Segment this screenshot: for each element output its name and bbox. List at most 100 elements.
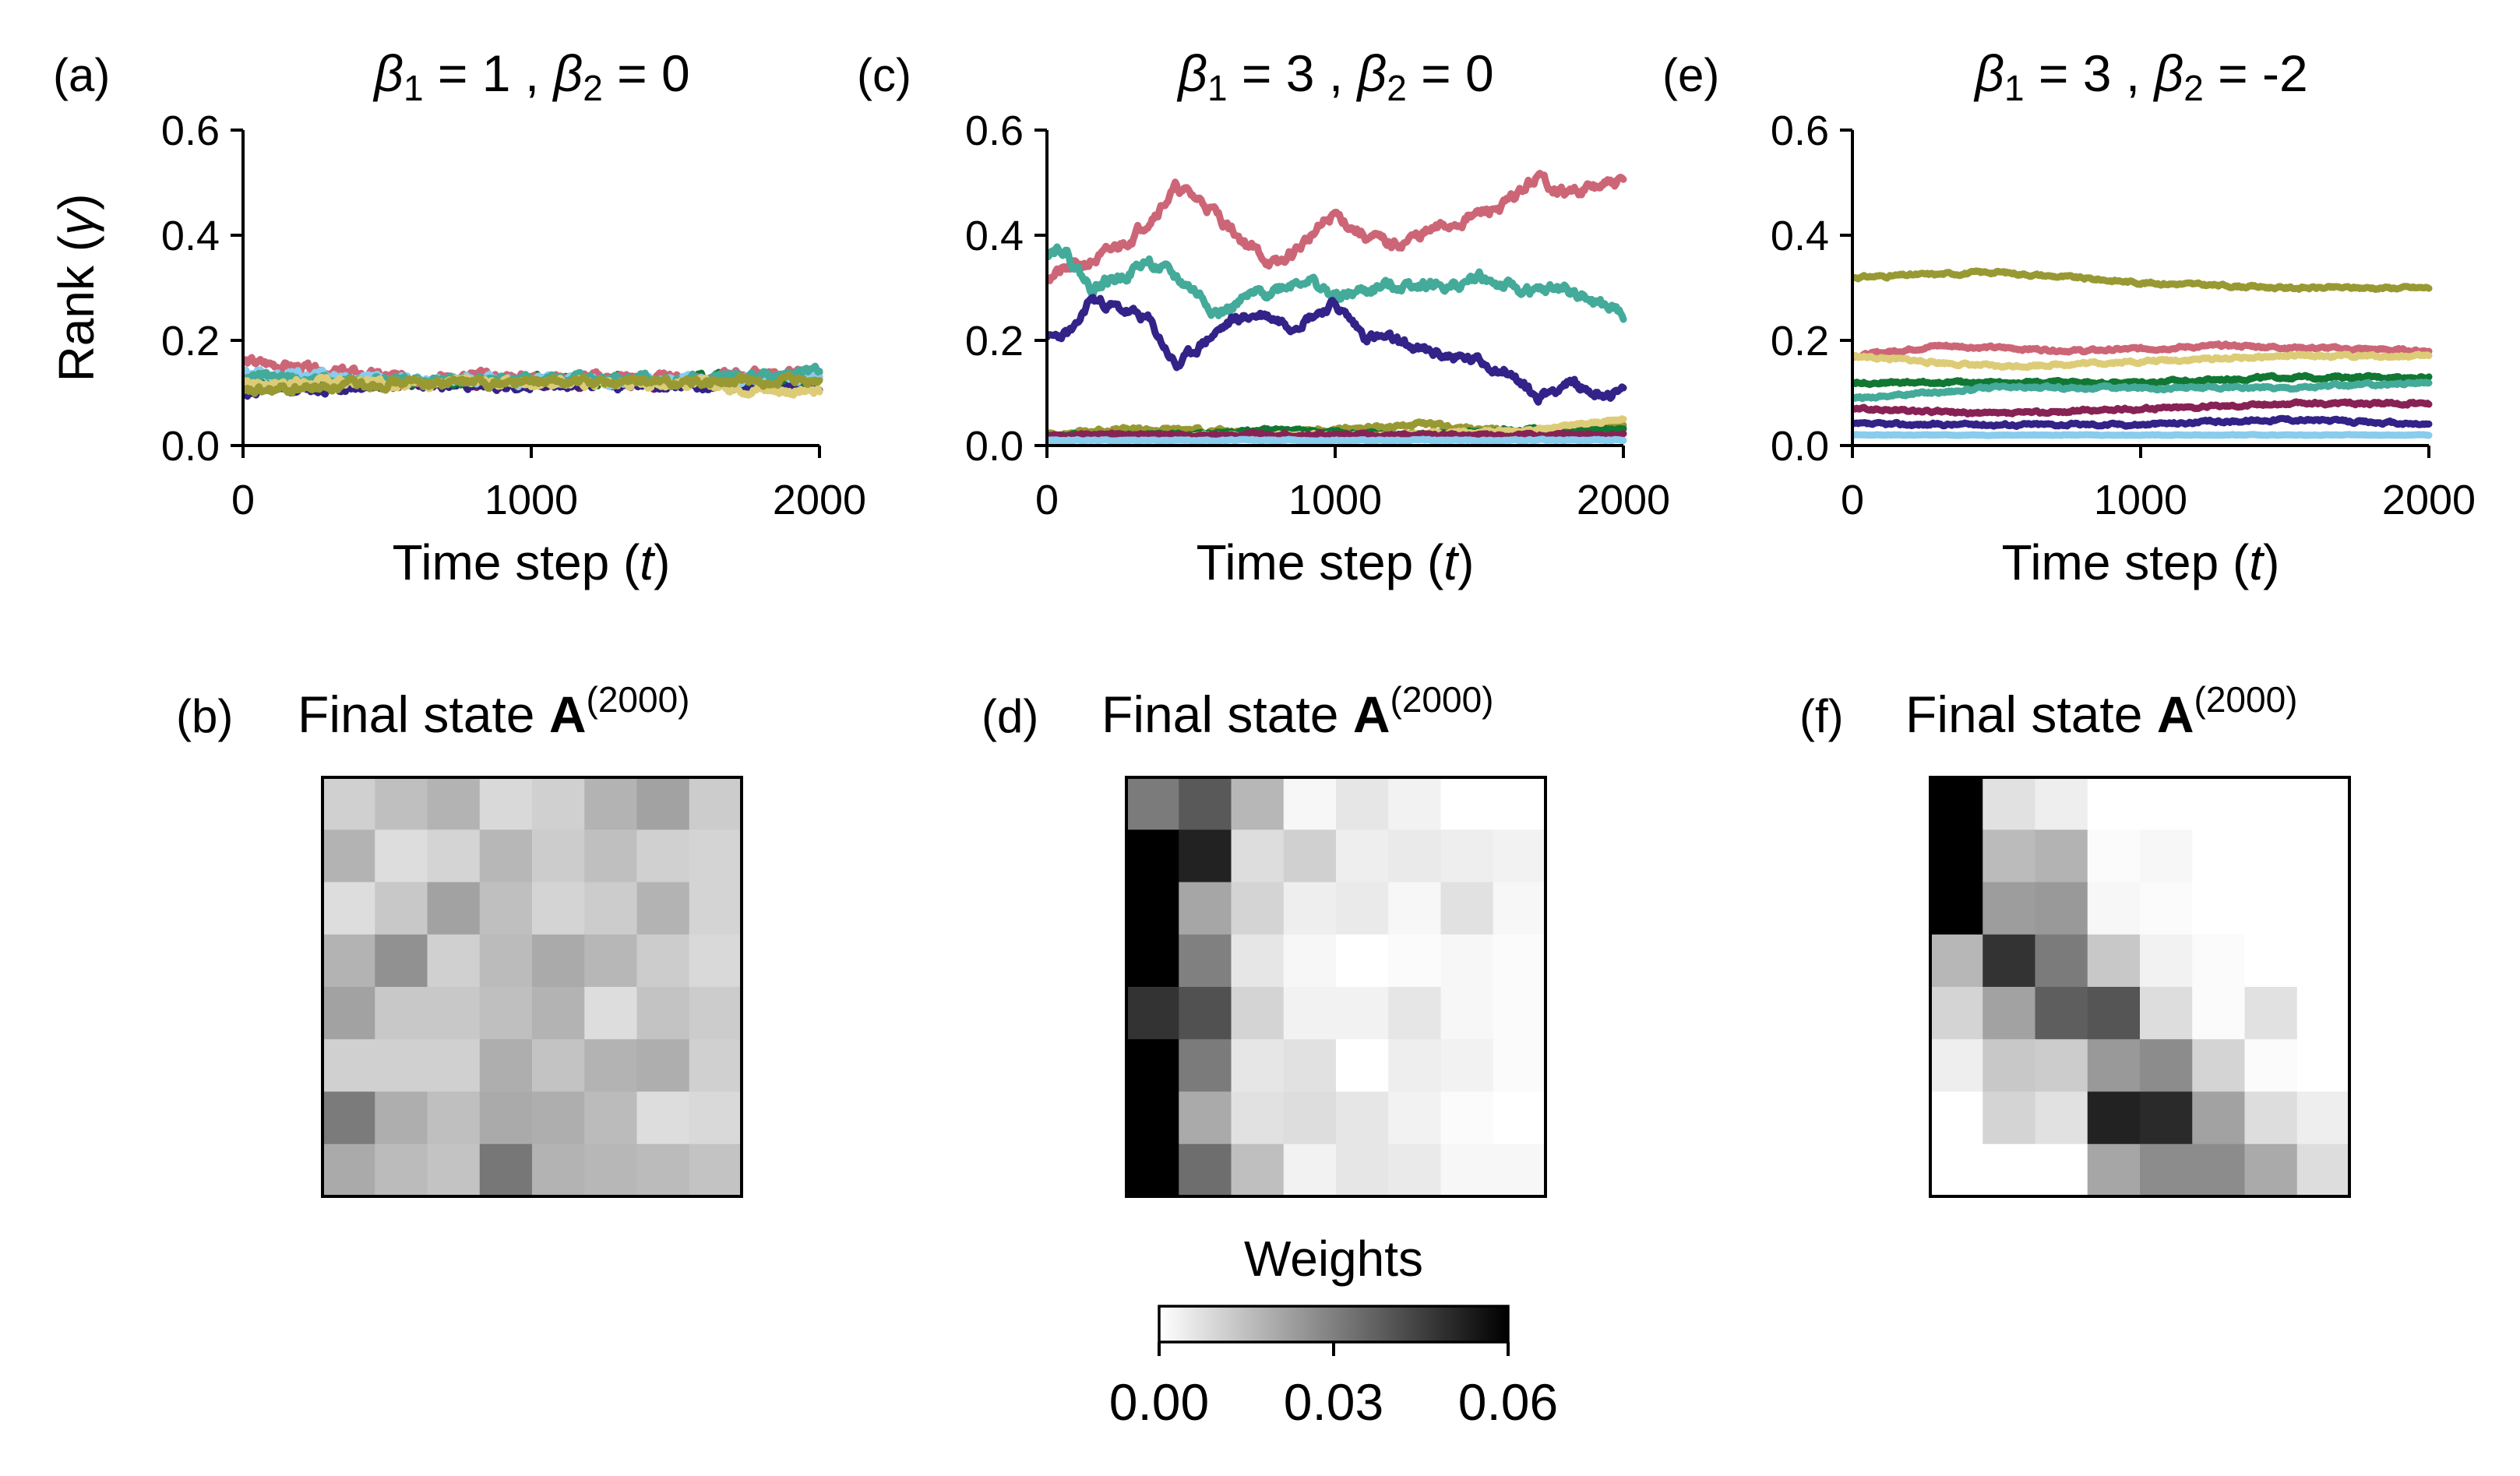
heatmap-cell — [1930, 1143, 1983, 1197]
x-tick-label: 2000 — [1577, 477, 1670, 523]
heatmap-cell — [1440, 987, 1494, 1040]
title-superscript: (2000) — [2194, 679, 2298, 720]
title-text: = 0 — [1407, 44, 1494, 102]
y-tick-label: 0.0 — [965, 423, 1024, 470]
heatmap-cell — [322, 830, 375, 883]
line-panel: 0 1000 2000 0.0 0.2 0.4 0.6 (e) — [1662, 49, 2476, 523]
heatmap-cell — [1126, 1039, 1179, 1093]
heatmap-cell — [2035, 777, 2088, 830]
heatmap-cell — [2244, 1039, 2298, 1093]
title-subscript: 2 — [1387, 68, 1407, 108]
heatmap-cell — [1493, 777, 1546, 830]
heatmap-cell — [1336, 1143, 1389, 1197]
heatmap-cell — [584, 882, 638, 935]
x-tick-label: 0 — [231, 477, 255, 523]
heatmap-cell — [1930, 934, 1983, 988]
heatmap-cell — [2296, 830, 2350, 883]
heatmap-cell — [1440, 1039, 1494, 1093]
heatmap-cell — [2140, 882, 2193, 935]
heatmap-cell — [375, 934, 428, 988]
colorbar-tick-label: 0.00 — [1109, 1373, 1209, 1431]
heatmap-cell — [2035, 882, 2088, 935]
heatmap-cell — [2140, 777, 2193, 830]
heatmap-cell — [1440, 777, 1494, 830]
heatmap-cell — [1440, 882, 1494, 935]
heatmap-cell — [1930, 882, 1983, 935]
heatmap-cell — [479, 777, 533, 830]
series-line-2 — [1852, 340, 2433, 361]
heatmap-cell — [2296, 987, 2350, 1040]
heatmap-cell — [636, 830, 690, 883]
title-text: = -2 — [2204, 44, 2308, 102]
panel-label: (e) — [1662, 49, 1719, 101]
heatmap-cell — [427, 934, 481, 988]
heatmap-cell — [2192, 777, 2246, 830]
heatmap-cell — [1930, 1039, 1983, 1093]
heatmap-cell — [636, 882, 690, 935]
x-tick-label: 1000 — [485, 477, 578, 523]
heatmap-cell — [636, 1143, 690, 1197]
heatmap-cell — [375, 1091, 428, 1145]
colorbar-ticks: 0.00 0.03 0.06 — [1109, 1342, 1558, 1431]
heatmap-cell — [2244, 777, 2298, 830]
heatmap-panel: (f) — [1799, 690, 2351, 1198]
heatmap-cell — [479, 1143, 533, 1197]
title-subscript: 2 — [2183, 68, 2204, 108]
heatmap-title: Final state A(2000) — [298, 679, 689, 743]
heatmap-cell — [1983, 1143, 2036, 1197]
series-line-7 — [1852, 414, 2433, 430]
heatmap-cell — [584, 1143, 638, 1197]
heatmap-cell — [2140, 830, 2193, 883]
heatmap-cell — [1126, 934, 1179, 988]
heatmap-cell — [1983, 882, 2036, 935]
x-tick-label: 1000 — [1288, 477, 1382, 523]
heatmap-cell — [2192, 1039, 2246, 1093]
heatmap-cell — [1283, 1039, 1337, 1093]
heatmap-cell — [1440, 934, 1494, 988]
y-tick-label: 0.0 — [1771, 423, 1829, 470]
x-axis-label-text: Time step ( — [1197, 534, 1444, 590]
x-tick-label: 2000 — [773, 477, 866, 523]
y-tick-label: 0.4 — [1771, 213, 1829, 259]
heatmap-cell — [1493, 1143, 1546, 1197]
y-tick-label: 0.2 — [1771, 318, 1829, 365]
heatmap-cell — [322, 882, 375, 935]
heatmap-cell — [1179, 934, 1232, 988]
heatmap-cell — [689, 1091, 742, 1145]
heatmap-title: Final state A(2000) — [1101, 679, 1493, 743]
series-line-8 — [1852, 431, 2433, 439]
heatmap-cell — [1336, 830, 1389, 883]
title-beta: β — [372, 44, 404, 102]
heatmap-frame — [1929, 776, 2351, 1198]
x-axis-label-text: Time step ( — [2002, 534, 2250, 590]
x-axis-label-text: ) — [1457, 534, 1474, 590]
heatmap-cell — [1388, 1039, 1442, 1093]
y-tick-label: 0.6 — [965, 107, 1024, 154]
heatmap-cell — [2244, 830, 2298, 883]
x-axis-label-text: Time step ( — [393, 534, 640, 590]
series-line-1 — [1852, 267, 2433, 294]
heatmap-cell — [636, 1039, 690, 1093]
x-axis-label-symbol: t — [1443, 534, 1459, 590]
x-tick-label: 1000 — [2094, 477, 2187, 523]
series-line-8 — [243, 371, 823, 397]
heatmap-cell — [636, 987, 690, 1040]
heatmap-cell — [636, 934, 690, 988]
heatmap-cell — [689, 777, 742, 830]
heatmap-cell — [2140, 987, 2193, 1040]
heatmap-cell — [1493, 1039, 1546, 1093]
heatmap-cell — [375, 830, 428, 883]
y-axis-label-text: Rank ( — [48, 235, 104, 382]
y-tick-label: 0.0 — [161, 423, 220, 470]
heatmap-cell — [1440, 830, 1494, 883]
heatmap-cell — [1336, 934, 1389, 988]
heatmap-cell — [427, 1143, 481, 1197]
heatmap-cell — [2244, 1091, 2298, 1145]
heatmap-cell — [1440, 1091, 1494, 1145]
heatmap-cell — [2244, 1143, 2298, 1197]
heatmap-cell — [1231, 830, 1285, 883]
heatmap-cell — [1493, 830, 1546, 883]
heatmap-cell — [1388, 934, 1442, 988]
heatmap-cell — [2087, 987, 2141, 1040]
heatmap-cell — [1283, 1143, 1337, 1197]
